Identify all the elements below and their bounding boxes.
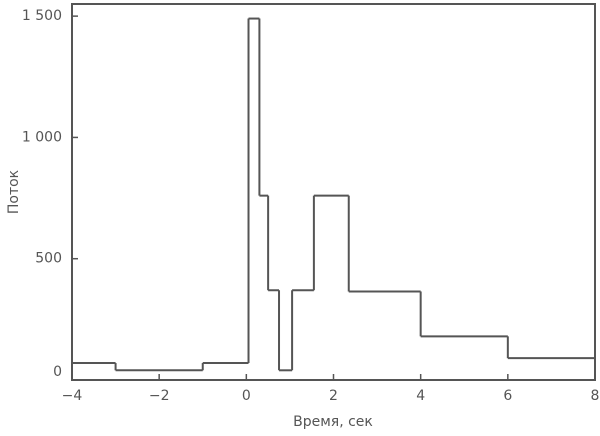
x-tick-label: 2: [329, 388, 338, 404]
x-axis-label: Время, сек: [293, 414, 373, 430]
x-tick-label: 6: [503, 388, 512, 404]
x-tick-label: 0: [242, 388, 251, 404]
x-tick-label: −4: [62, 388, 83, 404]
x-tick-label: 4: [416, 388, 425, 404]
y-tick-label: 500: [35, 251, 62, 267]
y-axis-label: Поток: [6, 170, 22, 214]
y-tick-label: 1 000: [22, 129, 62, 145]
plot-frame: [71, 3, 596, 381]
x-tick-label: 8: [591, 388, 600, 404]
x-tick-label: −2: [149, 388, 170, 404]
y-tick-label: 0: [53, 364, 62, 380]
y-tick-label: 1 500: [22, 8, 62, 24]
